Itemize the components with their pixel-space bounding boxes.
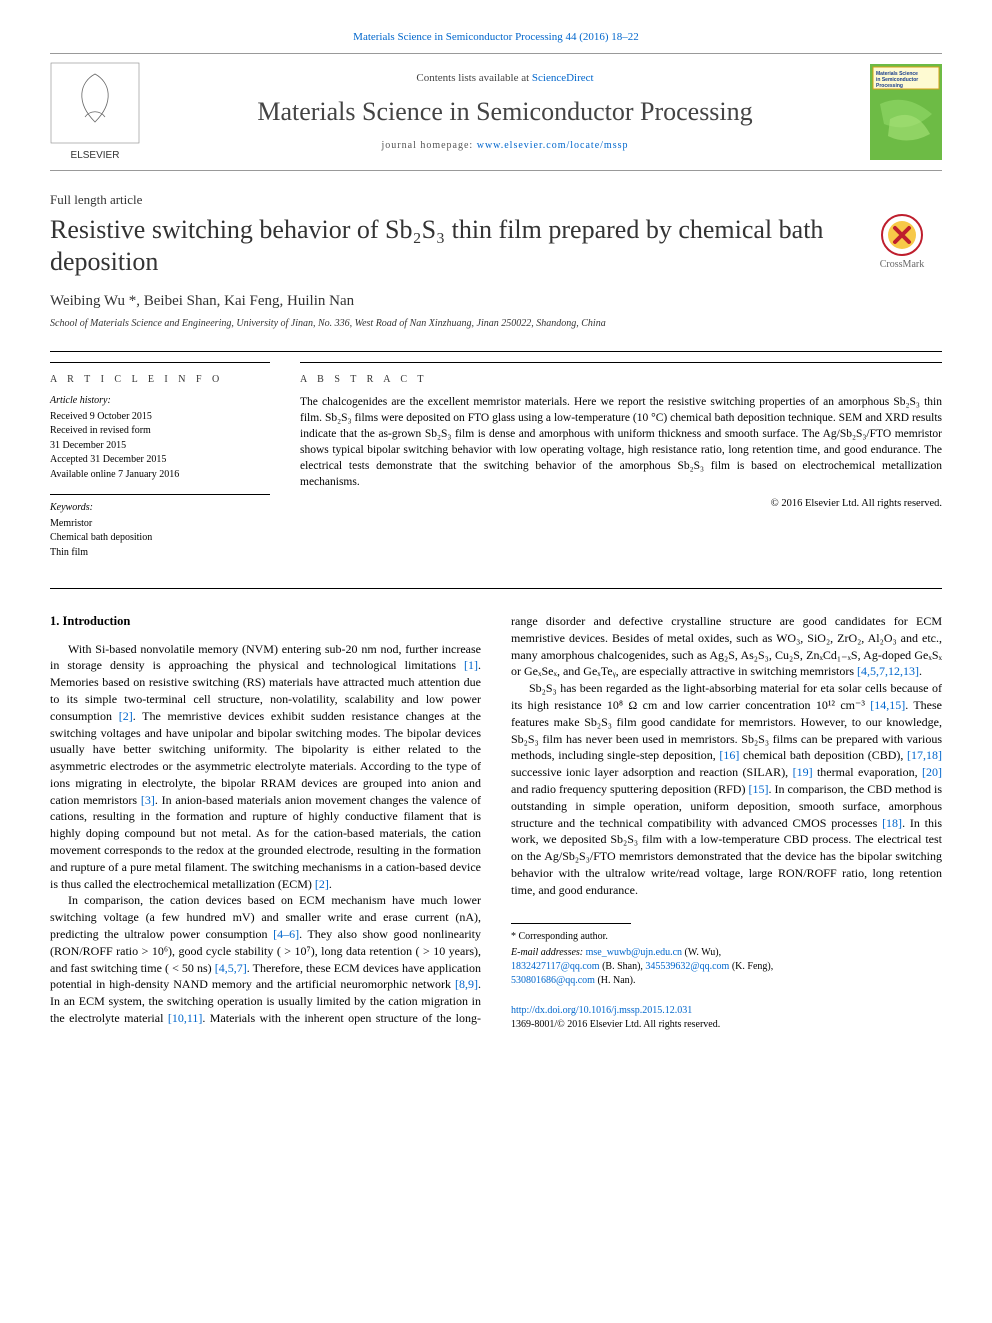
history-label: Article history: <box>50 394 270 408</box>
crossmark-badge[interactable]: CrossMark <box>862 214 942 272</box>
sciencedirect-link[interactable]: ScienceDirect <box>532 72 594 84</box>
ref-link[interactable]: [2] <box>315 877 329 891</box>
body-text: and radio frequency sputtering depositio… <box>511 782 748 796</box>
journal-issue-header: Materials Science in Semiconductor Proce… <box>50 30 942 45</box>
body-text: . In anion-based materials anion movemen… <box>50 793 481 891</box>
footnote-separator <box>511 923 631 924</box>
svg-text:Processing: Processing <box>876 83 903 89</box>
affiliation: School of Materials Science and Engineer… <box>50 317 942 331</box>
history-line: Received in revised form <box>50 424 270 439</box>
history-line: Received 9 October 2015 <box>50 410 270 425</box>
keyword: Chemical bath deposition <box>50 531 270 546</box>
body-paragraph: With Si-based nonvolatile memory (NVM) e… <box>50 641 481 893</box>
email-who: (W. Wu), <box>682 947 721 958</box>
body-text: . <box>919 664 922 678</box>
abstract-heading: A B S T R A C T <box>300 373 942 387</box>
abstract-column: A B S T R A C T The chalcogenides are th… <box>300 362 942 573</box>
authors-text: Weibing Wu *, Beibei Shan, Kai Feng, Hui… <box>50 293 354 309</box>
email-who: (H. Nan). <box>595 975 636 986</box>
history-line: Available online 7 January 2016 <box>50 468 270 483</box>
keyword: Thin film <box>50 546 270 561</box>
doi-link[interactable]: http://dx.doi.org/10.1016/j.mssp.2015.12… <box>511 1005 692 1016</box>
contents-available: Contents lists available at ScienceDirec… <box>156 71 854 86</box>
ref-link[interactable]: [2] <box>119 709 133 723</box>
elsevier-logo: ELSEVIER <box>50 62 140 162</box>
history-line: 31 December 2015 <box>50 439 270 454</box>
ref-link[interactable]: [16] <box>719 748 739 762</box>
journal-cover-thumbnail: Materials Science in Semiconductor Proce… <box>870 64 942 160</box>
body-text: . They also show good nonlinearity <box>299 927 481 941</box>
journal-name: Materials Science in Semiconductor Proce… <box>156 94 854 129</box>
ref-link[interactable]: [14,15] <box>870 698 905 712</box>
article-info-heading: A R T I C L E I N F O <box>50 373 270 387</box>
history-line: Accepted 31 December 2015 <box>50 453 270 468</box>
doi-block: http://dx.doi.org/10.1016/j.mssp.2015.12… <box>511 1004 942 1032</box>
ref-link[interactable]: [4,5,7,12,13] <box>857 664 919 678</box>
keywords-block: Keywords: Memristor Chemical bath deposi… <box>50 501 270 560</box>
title-row: Resistive switching behavior of Sb₂S₃ th… <box>50 214 942 276</box>
email-who: (K. Feng), <box>729 961 773 972</box>
ref-link[interactable]: [18] <box>882 816 902 830</box>
ref-link[interactable]: [1] <box>464 658 478 672</box>
journal-homepage: journal homepage: www.elsevier.com/locat… <box>156 139 854 153</box>
article-title: Resistive switching behavior of Sb₂S₃ th… <box>50 214 842 276</box>
email-label: E-mail addresses: <box>511 947 586 958</box>
homepage-link[interactable]: www.elsevier.com/locate/mssp <box>477 140 629 151</box>
issn-copyright: 1369-8001/© 2016 Elsevier Ltd. All right… <box>511 1019 720 1030</box>
email-who: (B. Shan), <box>600 961 646 972</box>
body-text: thermal evaporation, <box>813 765 922 779</box>
article-info-column: A R T I C L E I N F O Article history: R… <box>50 362 270 573</box>
body-text: successive ionic layer adsorption and re… <box>511 765 793 779</box>
email-addresses: E-mail addresses: mse_wuwb@ujn.edu.cn (W… <box>511 946 942 988</box>
body-paragraph: Sb₂S₃ has been regarded as the light-abs… <box>511 680 942 898</box>
abstract-copyright: © 2016 Elsevier Ltd. All rights reserved… <box>300 497 942 511</box>
keywords-separator <box>50 494 270 495</box>
ref-link[interactable]: [4,5,7] <box>215 961 247 975</box>
ref-link[interactable]: [8,9] <box>455 977 478 991</box>
body-text: With Si-based nonvolatile memory (NVM) e… <box>50 642 481 673</box>
author-email-link[interactable]: mse_wuwb@ujn.edu.cn <box>586 947 682 958</box>
footnotes: * Corresponding author. E-mail addresses… <box>511 930 942 988</box>
elsevier-text: ELSEVIER <box>71 150 120 161</box>
homepage-pre: journal homepage: <box>382 140 477 151</box>
body-text: chemical bath deposition (CBD), <box>739 748 907 762</box>
author-email-link[interactable]: 345539632@qq.com <box>645 961 729 972</box>
article-history: Article history: Received 9 October 2015… <box>50 394 270 482</box>
ref-link[interactable]: [19] <box>793 765 813 779</box>
journal-issue-link[interactable]: Materials Science in Semiconductor Proce… <box>353 31 639 43</box>
author-email-link[interactable]: 530801686@qq.com <box>511 975 595 986</box>
masthead-center: Contents lists available at ScienceDirec… <box>156 71 854 152</box>
corresponding-author-note: * Corresponding author. <box>511 930 942 944</box>
ref-link[interactable]: [3] <box>141 793 155 807</box>
crossmark-label: CrossMark <box>880 258 924 272</box>
body-text: . <box>329 877 332 891</box>
ref-link[interactable]: [4–6] <box>273 927 299 941</box>
authors-line: Weibing Wu *, Beibei Shan, Kai Feng, Hui… <box>50 291 942 311</box>
ref-link[interactable]: [17,18] <box>907 748 942 762</box>
section-heading-intro: 1. Introduction <box>50 613 481 631</box>
abstract-text: The chalcogenides are the excellent memr… <box>300 394 942 491</box>
article-type: Full length article <box>50 191 942 209</box>
article-body: 1. Introduction With Si-based nonvolatil… <box>50 613 942 1032</box>
masthead: ELSEVIER Contents lists available at Sci… <box>50 53 942 171</box>
contents-pre: Contents lists available at <box>416 72 531 84</box>
author-email-link[interactable]: 1832427117@qq.com <box>511 961 600 972</box>
ref-link[interactable]: [15] <box>748 782 768 796</box>
keyword: Memristor <box>50 517 270 532</box>
info-abstract-block: A R T I C L E I N F O Article history: R… <box>50 351 942 590</box>
ref-link[interactable]: [20] <box>922 765 942 779</box>
ref-link[interactable]: [10,11] <box>168 1011 203 1025</box>
keywords-label: Keywords: <box>50 501 270 515</box>
